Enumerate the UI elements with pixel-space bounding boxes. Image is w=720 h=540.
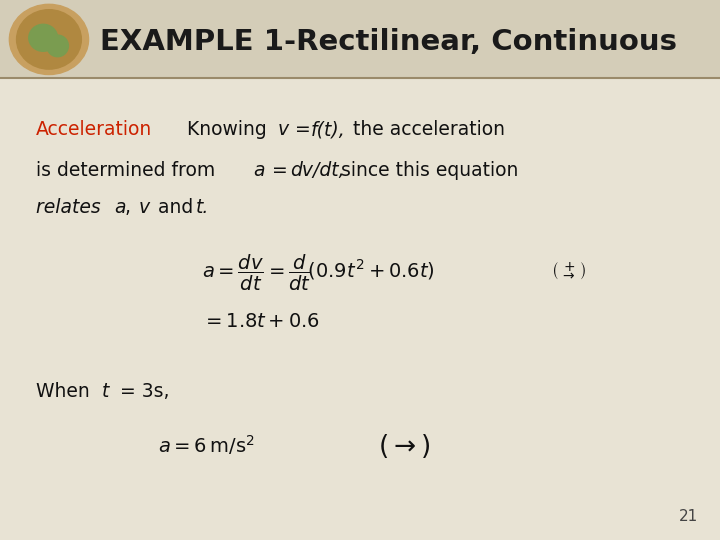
Text: $a = \dfrac{dv}{dt} = \dfrac{d}{dt}\!\left(0.9t^{2}+0.6t\right)$: $a = \dfrac{dv}{dt} = \dfrac{d}{dt}\!\le…: [202, 253, 434, 293]
Ellipse shape: [9, 4, 89, 75]
FancyBboxPatch shape: [0, 0, 720, 78]
Ellipse shape: [29, 24, 58, 51]
Text: =: =: [289, 120, 318, 139]
Text: is determined from: is determined from: [36, 160, 221, 180]
Text: Knowing: Knowing: [187, 120, 273, 139]
Text: f(t),: f(t),: [311, 120, 346, 139]
Text: a: a: [253, 160, 265, 180]
Text: since this equation: since this equation: [335, 160, 518, 180]
Text: t.: t.: [196, 198, 210, 218]
Text: v: v: [139, 198, 150, 218]
Text: $a = 6\,\mathrm{m/s}^{2}$: $a = 6\,\mathrm{m/s}^{2}$: [158, 434, 255, 457]
Ellipse shape: [17, 10, 81, 69]
Text: relates: relates: [36, 198, 107, 218]
Text: EXAMPLE 1-Rectilinear, Continuous: EXAMPLE 1-Rectilinear, Continuous: [100, 28, 678, 56]
Text: the acceleration: the acceleration: [347, 120, 505, 139]
Text: ,: ,: [125, 198, 137, 218]
Text: 21: 21: [679, 509, 698, 524]
Text: t: t: [102, 382, 109, 401]
Text: and: and: [152, 198, 199, 218]
Text: v: v: [277, 120, 288, 139]
Text: When: When: [36, 382, 96, 401]
Ellipse shape: [47, 35, 68, 57]
Text: = 3s,: = 3s,: [114, 382, 169, 401]
Text: $= 1.8t + 0.6$: $= 1.8t + 0.6$: [202, 312, 320, 331]
Text: $\left(\,\substack{+\\\rightarrow}\,\right)$: $\left(\,\substack{+\\\rightarrow}\,\rig…: [551, 262, 586, 284]
Text: a: a: [114, 198, 125, 218]
Text: Acceleration: Acceleration: [36, 120, 152, 139]
Text: $(\rightarrow)$: $(\rightarrow)$: [378, 431, 431, 460]
Text: =: =: [266, 160, 294, 180]
Text: dv/dt,: dv/dt,: [290, 160, 345, 180]
